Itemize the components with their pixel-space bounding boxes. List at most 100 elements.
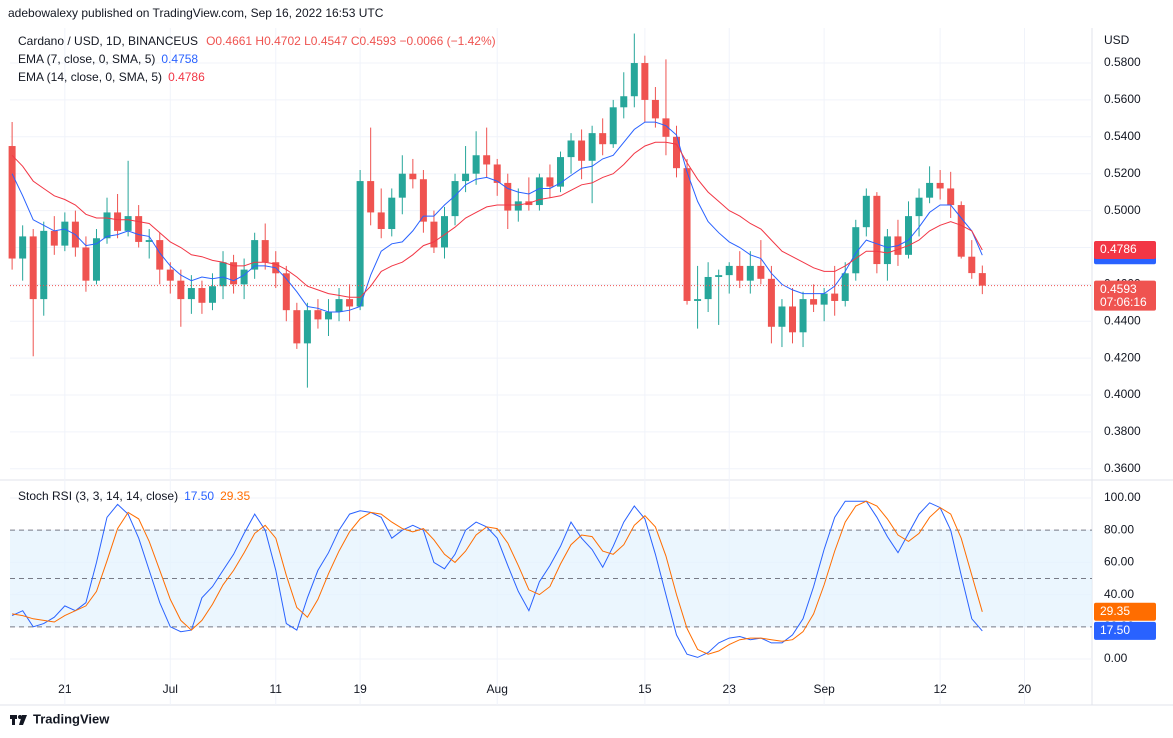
series-last-label: 0.4786: [1100, 242, 1137, 256]
logo-part: [18, 715, 22, 719]
legend-value: 0.4758: [161, 52, 198, 66]
candle-body: [599, 133, 607, 145]
candle-body: [725, 265, 733, 276]
line-series: [12, 500, 983, 655]
candle-body: [219, 262, 227, 287]
candle-body: [799, 299, 807, 333]
candle-body: [715, 275, 723, 277]
candle-body: [82, 247, 90, 281]
candle-body: [409, 173, 417, 180]
candle-body: [388, 197, 396, 230]
candle-body: [788, 306, 796, 333]
y-tick-label: 0.3800: [1104, 424, 1141, 438]
brand-logo: [10, 715, 27, 725]
candle-body: [462, 173, 470, 182]
candle-body: [578, 140, 586, 161]
candle-body: [820, 293, 828, 305]
candle-body: [335, 299, 343, 313]
candle-body: [978, 273, 986, 286]
legend-name: EMA (7, close, 0, SMA, 5): [18, 52, 155, 66]
candle-body: [61, 221, 69, 246]
candle-body: [346, 299, 354, 307]
candle-body: [905, 216, 913, 255]
x-tick-label: Jul: [163, 682, 178, 696]
y-tick-label: 0.00: [1104, 651, 1128, 665]
candle-body: [430, 221, 438, 248]
candle-body: [483, 155, 491, 165]
text-layer: adebowalexy published on TradingView.com…: [8, 6, 1156, 726]
candle-body: [883, 236, 891, 265]
candle-body: [535, 177, 543, 206]
logo-part: [12, 715, 15, 725]
candle-body: [556, 157, 564, 187]
line-series: [11, 141, 983, 298]
candle-body: [662, 118, 670, 137]
candle-body: [862, 195, 870, 228]
x-tick-label: Sep: [813, 682, 835, 696]
candle-body: [672, 136, 680, 169]
candle-body: [303, 310, 311, 344]
candle-body: [968, 256, 976, 274]
candle-body: [145, 240, 153, 242]
candle-body: [651, 99, 659, 119]
indicator-legend: Stoch RSI (3, 3, 14, 14, close) 17.50 29.3…: [18, 489, 250, 503]
candle-body: [187, 288, 195, 300]
candle-body: [367, 181, 375, 213]
y-tick-label: 60.00: [1104, 555, 1134, 569]
candle-body: [251, 240, 259, 270]
y-tick-label: 80.00: [1104, 522, 1134, 536]
y-tick-label: 0.5200: [1104, 166, 1141, 180]
y-tick-label: 0.5000: [1104, 203, 1141, 217]
candle-body: [757, 265, 765, 279]
candle-body: [356, 181, 364, 307]
candle-body: [546, 177, 554, 187]
candle-body: [177, 280, 185, 300]
candle-body: [135, 216, 143, 242]
candle-body: [324, 312, 332, 320]
candle-body: [694, 299, 702, 301]
candle-body: [915, 197, 923, 217]
y-tick-label: 0.4200: [1104, 350, 1141, 364]
candle-body: [293, 310, 301, 344]
candle-body: [630, 63, 638, 97]
candle-body: [8, 146, 16, 259]
x-tick-label: 19: [353, 682, 367, 696]
candle-body: [736, 265, 744, 281]
candle-body: [50, 230, 58, 246]
candle-body: [641, 63, 649, 100]
y-tick-label: 0.4400: [1104, 313, 1141, 327]
symbol-title: Cardano / USD, 1D, BINANCEUS: [18, 34, 198, 48]
series-last-label: 17.50: [1100, 623, 1130, 637]
y-tick-label: 0.4000: [1104, 387, 1141, 401]
candle-body: [873, 195, 881, 265]
y-unit: USD: [1104, 33, 1130, 47]
x-tick-label: 20: [1018, 682, 1032, 696]
publisher: adebowalexy published on TradingView.com…: [8, 6, 384, 20]
y-tick-label: 40.00: [1104, 587, 1134, 601]
candle-body: [92, 238, 100, 281]
candle-body: [926, 182, 934, 198]
candle-body: [314, 310, 322, 320]
legend-entry: EMA (7, close, 0, SMA, 5) 0.4758: [18, 52, 198, 66]
legend-value: 17.50: [184, 489, 214, 503]
legend-name: EMA (14, close, 0, SMA, 5): [18, 70, 162, 84]
candle-body: [831, 293, 839, 301]
candle-body: [683, 168, 691, 301]
line-series: [11, 121, 983, 313]
legend-value: 0.4786: [168, 70, 205, 84]
candle-body: [282, 273, 290, 311]
x-tick-label: 11: [270, 682, 283, 696]
series-last-label: 29.35: [1100, 604, 1130, 618]
candle-body: [936, 182, 944, 189]
logo-part: [19, 715, 27, 725]
x-tick-label: 23: [723, 682, 737, 696]
x-tick-label: 21: [58, 682, 72, 696]
x-tick-label: 12: [933, 682, 947, 696]
x-tick-label: Aug: [487, 682, 508, 696]
legend-value: 29.35: [220, 489, 250, 503]
legend-entry: EMA (14, close, 0, SMA, 5) 0.4786: [18, 70, 205, 84]
candle-body: [377, 212, 385, 230]
candle-body: [504, 182, 512, 211]
y-tick-label: 0.5400: [1104, 129, 1141, 143]
